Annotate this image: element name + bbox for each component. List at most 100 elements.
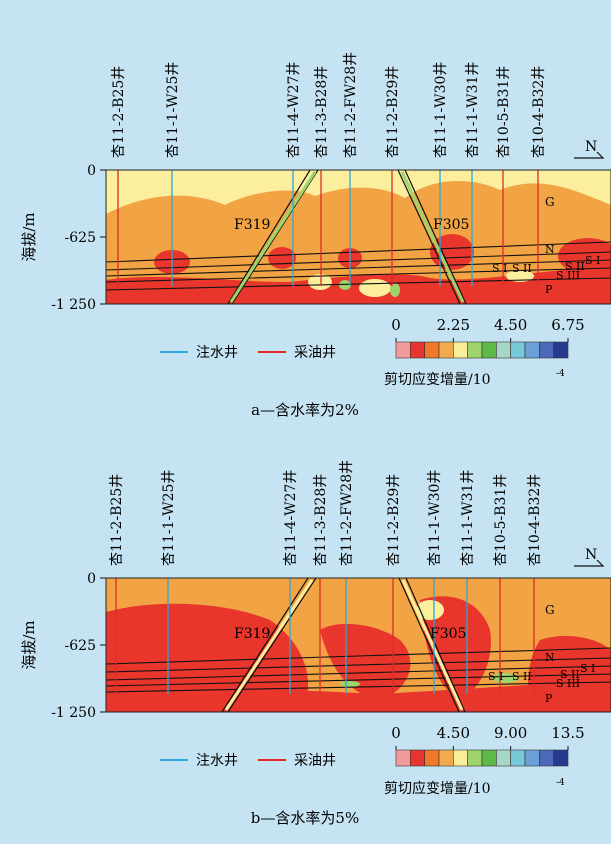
well-label: 杏11-1-W30井 — [433, 62, 449, 158]
scale-swatch — [524, 749, 540, 767]
scale-swatch — [453, 341, 468, 359]
panel-caption: a—含水率为2% — [251, 401, 359, 419]
scale-tick-label: 13.5 — [551, 724, 584, 742]
layer-label-s3: S III — [556, 677, 580, 690]
well-label: 杏11-3-B28井 — [313, 474, 329, 566]
well-label: 杏10-5-B31井 — [496, 66, 512, 158]
well-label: 杏11-2-B25井 — [111, 66, 127, 158]
layer-label-s3: S III — [556, 269, 580, 282]
well-label: 杏11-1-W25井 — [165, 62, 181, 158]
well-label: 杏11-2-FW28井 — [343, 52, 359, 158]
layer-label-n: N — [545, 651, 555, 664]
well-label: 杏11-2-B29井 — [386, 474, 402, 566]
scale-swatch — [496, 341, 511, 359]
well-label: 杏11-4-W27井 — [283, 470, 299, 566]
scale-tick-label: 4.50 — [437, 724, 470, 742]
y-tick-1250: -1 250 — [51, 297, 96, 313]
y-tick-625: -625 — [65, 638, 96, 654]
scale-swatch — [467, 749, 483, 767]
scale-swatch — [539, 749, 554, 767]
north-arrow: N — [574, 547, 605, 567]
scale-swatch — [467, 341, 483, 359]
y-tick-625: -625 — [65, 230, 96, 246]
well-labels: 杏11-2-B25井 杏11-1-W25井 杏11-4-W27井 杏11-3-B28井… — [111, 52, 547, 158]
well-label: 杏11-3-B28井 — [314, 66, 330, 158]
scale-exponent: -4 — [556, 778, 565, 788]
well-label: 杏11-1-W30井 — [427, 470, 443, 566]
north-label: N — [585, 547, 597, 563]
section-body — [106, 578, 611, 712]
well-label: 杏11-2-B25井 — [109, 474, 125, 566]
scale-swatch — [438, 749, 454, 767]
well-label: 杏10-4-B32井 — [527, 474, 543, 566]
scale-swatch — [410, 749, 425, 767]
panel-a: 杏11-2-B25井 杏11-1-W25井 杏11-4-W27井 杏11-3-B28井… — [20, 52, 611, 419]
scale-swatch — [481, 749, 497, 767]
well-label: 杏10-5-B31井 — [493, 474, 509, 566]
y-axis: 0 -625 -1 250 海拔/m — [20, 571, 106, 721]
fault-label-f319: F319 — [234, 626, 270, 642]
scale-swatch — [510, 749, 526, 767]
scale-swatch — [395, 749, 411, 767]
scale-title: 剪切应变增量/10 — [384, 371, 491, 388]
layer-label-s1: S I — [488, 670, 503, 683]
scale-swatch — [438, 341, 454, 359]
oil-well-label: 采油井 — [294, 345, 336, 361]
fault-label-f305: F305 — [430, 626, 466, 642]
y-tick-1250: -1 250 — [51, 705, 96, 721]
well-labels: 杏11-2-B25井 杏11-1-W25井 杏11-4-W27井 杏11-3-B28井… — [109, 460, 543, 566]
well-label: 杏11-4-W27井 — [286, 62, 302, 158]
north-arrow: N — [574, 139, 605, 159]
layer-label-p: P — [545, 283, 553, 296]
scale-swatch — [410, 341, 425, 359]
y-tick-0: 0 — [87, 163, 96, 179]
scale-swatch — [524, 341, 540, 359]
scale-swatch — [453, 749, 468, 767]
y-axis-label: 海拔/m — [20, 212, 38, 261]
oil-well-label: 采油井 — [294, 753, 336, 769]
scale-swatch — [424, 749, 440, 767]
well-label: 杏11-1-W25井 — [161, 470, 177, 566]
north-label: N — [585, 139, 597, 155]
well-label: 杏10-4-B32井 — [531, 66, 547, 158]
water-well-label: 注水井 — [196, 345, 238, 361]
scale-swatch — [553, 749, 569, 767]
scale-exponent: -4 — [556, 369, 565, 379]
y-axis-label: 海拔/m — [20, 620, 38, 669]
scale-tick-label: 0 — [391, 316, 401, 334]
y-tick-0: 0 — [87, 571, 96, 587]
well-label: 杏11-1-W31井 — [460, 470, 476, 566]
well-label: 杏11-1-W31井 — [465, 62, 481, 158]
scale-tick-label: 4.50 — [494, 316, 527, 334]
y-axis: 0 -625 -1 250 海拔/m — [20, 163, 106, 313]
scale-tick-label: 0 — [391, 724, 401, 742]
layer-label-s1-right: S I — [580, 662, 595, 675]
legend: 注水井 采油井 0 2.25 4.50 6.75 剪切应变增量/10 -4 — [160, 316, 585, 388]
scale-swatch — [424, 341, 440, 359]
scale-tick-label: 6.75 — [551, 316, 584, 334]
well-label: 杏11-2-FW28井 — [339, 460, 355, 566]
scale-swatch — [553, 341, 569, 359]
scale-title: 剪切应变增量/10 — [384, 780, 491, 797]
layer-label-p: P — [545, 692, 553, 705]
water-well-label: 注水井 — [196, 753, 238, 769]
layer-label-s1-right: S I — [585, 254, 600, 267]
legend: 注水井 采油井 0 4.50 9.00 13.5 剪切应变增量/10 -4 — [160, 724, 585, 797]
scale-tick-label: 9.00 — [494, 724, 527, 742]
fault-label-f319: F319 — [234, 217, 270, 233]
layer-label-s2: S II — [512, 670, 532, 683]
scale-swatch — [481, 341, 497, 359]
scale-swatch — [395, 341, 411, 359]
scale-tick-label: 2.25 — [437, 316, 470, 334]
panel-caption: b—含水率为5% — [251, 809, 359, 827]
panel-b: 杏11-2-B25井 杏11-1-W25井 杏11-4-W27井 杏11-3-B28井… — [20, 460, 611, 827]
layer-label-s2-right: S II — [565, 260, 585, 273]
scale-swatch — [539, 341, 554, 359]
layer-label-g: G — [545, 195, 555, 209]
layer-label-g: G — [545, 603, 555, 617]
section-body — [106, 170, 611, 304]
layer-label-s2: S II — [512, 262, 532, 275]
layer-label-s2-right: S II — [560, 668, 580, 681]
